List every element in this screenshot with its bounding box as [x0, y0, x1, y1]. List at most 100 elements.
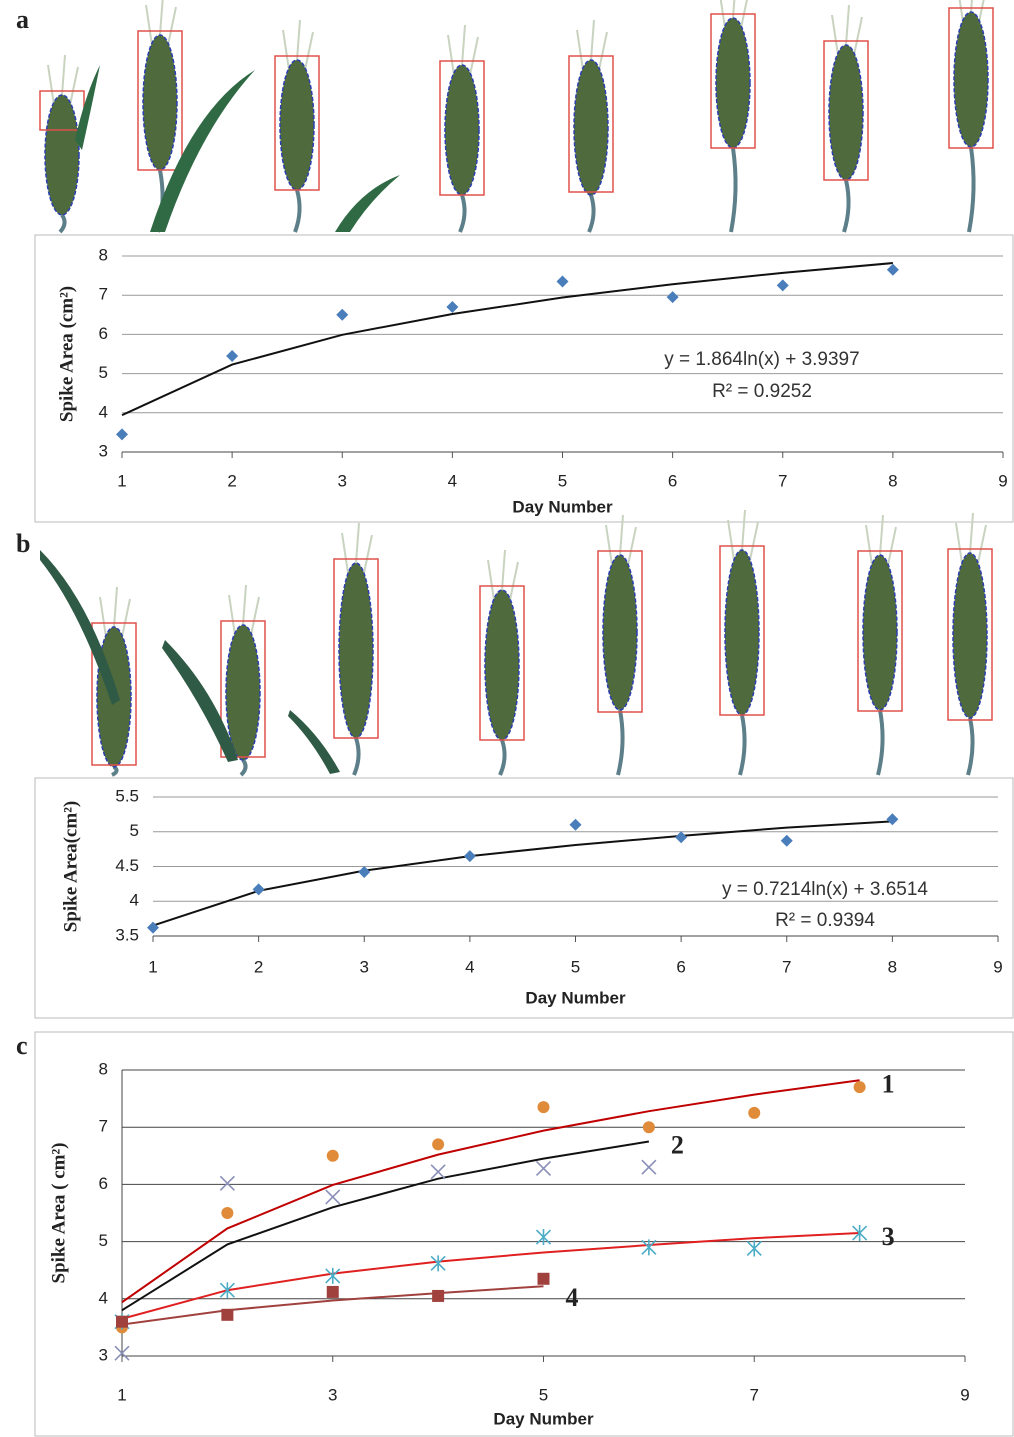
photo-strips — [39, 0, 994, 777]
data-point — [226, 349, 239, 362]
stem — [111, 765, 119, 777]
x-tick-label: 1 — [117, 1385, 126, 1404]
detection-box — [479, 585, 525, 741]
x-tick-label: 1 — [117, 471, 126, 490]
awns — [228, 584, 260, 636]
x-axis-label: Day Number — [512, 497, 613, 516]
data-point — [642, 1121, 655, 1134]
data-point — [358, 866, 371, 879]
x-tick-label: 3 — [338, 471, 347, 490]
spike — [573, 59, 609, 196]
trend-line — [121, 1079, 860, 1304]
annotation: R² = 0.9394 — [775, 910, 875, 931]
leaf — [288, 710, 340, 774]
spike — [142, 34, 178, 171]
data-point — [430, 1255, 446, 1272]
data-point — [666, 291, 679, 304]
y-tick-label: 8 — [99, 245, 108, 264]
detection-box — [857, 550, 903, 712]
detection-box — [333, 558, 379, 739]
spike — [484, 589, 520, 741]
data-point — [886, 263, 899, 276]
data-point — [537, 1101, 550, 1114]
x-tick-label: 2 — [227, 471, 236, 490]
stem — [293, 189, 302, 233]
y-axis-label: Spike Area (cm²) — [56, 286, 77, 422]
awns — [719, 0, 748, 29]
x-tick-label: 4 — [465, 957, 474, 976]
detection-box — [948, 7, 994, 149]
awns — [145, 0, 177, 46]
spike — [862, 554, 898, 711]
data-point — [535, 1229, 552, 1246]
stem — [966, 717, 975, 776]
y-tick-label: 5 — [99, 363, 108, 382]
x-tick-label: 4 — [448, 471, 457, 490]
x-tick-label: 9 — [998, 471, 1007, 490]
awns — [831, 4, 863, 56]
trend-line — [121, 262, 893, 417]
y-axis-label: Spike Area ( cm²) — [48, 1143, 69, 1284]
awns — [865, 514, 897, 566]
awns — [47, 54, 79, 106]
x-tick-label: 6 — [676, 957, 685, 976]
panel-c-frame — [34, 1031, 1014, 1437]
data-point — [463, 850, 476, 863]
x-axis-label: Day Number — [493, 1409, 594, 1428]
detection-box — [439, 60, 485, 196]
leaf — [75, 65, 100, 150]
x-tick-label: 3 — [328, 1385, 337, 1404]
data-point — [430, 1164, 446, 1180]
data-point — [114, 1345, 130, 1361]
data-point — [780, 834, 793, 847]
x-tick-label: 1 — [148, 957, 157, 976]
data-point — [746, 1240, 762, 1257]
y-tick-label: 6 — [99, 1174, 108, 1193]
stem — [729, 147, 738, 233]
annotation: y = 0.7214ln(x) + 3.6514 — [722, 879, 928, 900]
x-tick-label: 3 — [360, 957, 369, 976]
stem — [458, 194, 467, 233]
spike — [828, 44, 864, 181]
x-axis-label: Day Number — [525, 988, 626, 1007]
awns — [99, 586, 131, 638]
stem — [587, 194, 596, 233]
stem — [616, 709, 625, 776]
data-point — [432, 1289, 445, 1302]
panel-label: c — [16, 1031, 28, 1060]
stem — [352, 737, 361, 776]
x-tick-label: 9 — [960, 1385, 969, 1404]
detection-box — [220, 620, 266, 758]
data-point — [537, 1272, 550, 1285]
spike — [279, 59, 315, 191]
detection-box — [947, 548, 993, 721]
trend-line — [121, 1140, 650, 1312]
x-tick-label: 8 — [888, 471, 897, 490]
y-tick-label: 8 — [99, 1059, 108, 1078]
data-point — [252, 883, 265, 896]
trend-line — [121, 1285, 544, 1326]
y-tick-label: 7 — [99, 1117, 108, 1136]
awns — [955, 512, 987, 564]
leaf — [150, 70, 255, 232]
awns — [727, 509, 759, 561]
curve-label: 4 — [566, 1283, 579, 1312]
data-point — [432, 1138, 445, 1151]
data-point — [853, 1081, 866, 1094]
awns — [282, 19, 314, 71]
data-point — [326, 1285, 339, 1298]
data-point — [641, 1159, 657, 1175]
stem — [58, 213, 67, 234]
stem — [239, 758, 248, 777]
y-axis-label: Spike Area(cm²) — [60, 801, 81, 932]
stem — [967, 146, 976, 233]
curve-label: 1 — [882, 1069, 895, 1098]
y-tick-label: 7 — [99, 285, 108, 304]
data-point — [446, 300, 459, 313]
detection-box — [568, 55, 614, 193]
x-tick-label: 6 — [668, 471, 677, 490]
data-point — [776, 279, 789, 292]
data-point — [219, 1282, 235, 1299]
awns — [605, 514, 637, 566]
y-tick-label: 3.5 — [115, 925, 139, 944]
